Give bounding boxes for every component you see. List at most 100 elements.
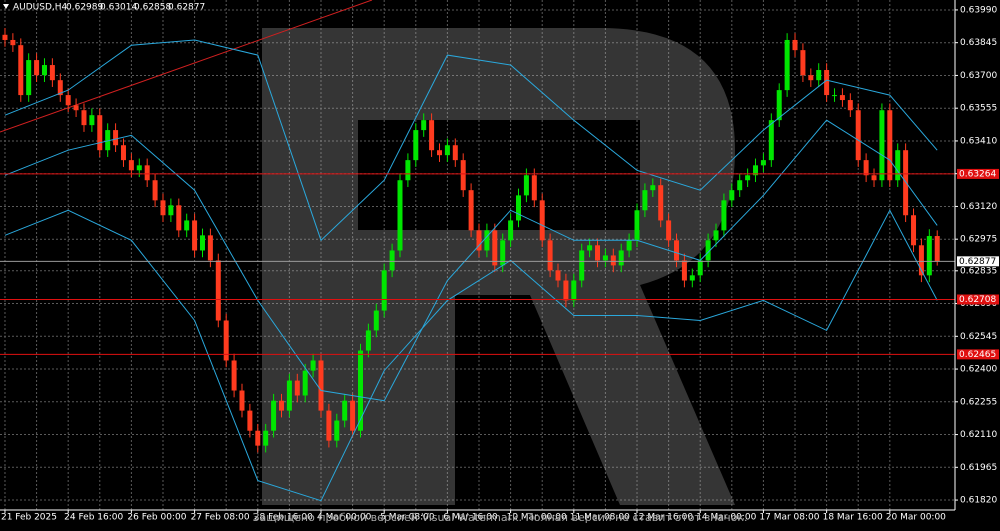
candle-body — [18, 45, 24, 96]
candle-body — [136, 165, 142, 171]
x-tick-label: 26 Feb 00:00 — [127, 513, 186, 523]
y-tick-label: 0.61820 — [960, 496, 997, 506]
x-tick-label: 11 Mar 08:00 — [570, 513, 630, 523]
y-tick-label: 0.62835 — [960, 266, 997, 276]
candle-body — [152, 180, 158, 201]
price-tag-label: 0.62708 — [959, 295, 996, 305]
candle-body — [666, 220, 672, 241]
price-tag — [957, 349, 999, 360]
candle-body — [389, 250, 395, 271]
candle-body — [271, 400, 277, 431]
candle-body — [602, 255, 608, 261]
candle-body — [357, 350, 363, 431]
x-tick-label: 6 Mar 16:00 — [443, 513, 498, 523]
candle-body — [97, 115, 103, 151]
candle-body — [460, 160, 466, 191]
x-tick-label: 12 Mar 16:00 — [633, 513, 693, 523]
candle-body — [768, 120, 774, 161]
candle-body — [484, 230, 490, 251]
menu-arrow[interactable] — [3, 4, 9, 9]
candle-body — [128, 160, 134, 171]
candle-body — [160, 200, 166, 216]
candle-body — [618, 250, 624, 266]
candle-body — [468, 190, 474, 231]
watermark-text: Защищено пробной версией Visual Watermar… — [253, 511, 748, 524]
header-close: 0.62877 — [168, 3, 205, 13]
candle-body — [571, 280, 577, 301]
header-open: 0.62989 — [66, 3, 103, 13]
candle-body — [81, 110, 87, 126]
candle-body — [192, 220, 198, 251]
bollinger-band — [4, 39, 938, 242]
candle-body — [334, 420, 340, 441]
candle-body — [65, 95, 71, 106]
candle-body — [247, 410, 253, 431]
x-tick-label: 14 Mar 00:00 — [696, 513, 756, 523]
candle-body — [626, 240, 632, 251]
candle-body — [373, 310, 379, 331]
y-tick-label: 0.62975 — [960, 235, 997, 245]
candle-body — [523, 175, 529, 196]
candle-body — [721, 200, 727, 231]
bollinger-band — [4, 119, 938, 402]
y-tick-label: 0.63990 — [960, 5, 997, 15]
candle-body — [49, 65, 55, 81]
candle-body — [855, 110, 861, 161]
x-tick-label: 4 Mar 00:00 — [317, 513, 372, 523]
candle-body — [816, 70, 822, 81]
price-tag-label: 0.62877 — [959, 257, 996, 267]
candle-body — [792, 39, 798, 51]
candle-body — [429, 120, 435, 151]
candle-body — [41, 65, 47, 76]
candle-body — [113, 130, 119, 146]
candle-body — [547, 240, 553, 271]
price-tag-label: 0.63264 — [959, 169, 996, 179]
candle-body — [895, 150, 901, 181]
candle-body — [729, 190, 735, 201]
candle-body — [452, 145, 458, 161]
candle-body — [286, 380, 292, 411]
candle-body — [421, 120, 427, 131]
candle-body — [713, 230, 719, 241]
candle-body — [302, 370, 308, 396]
candle-body — [26, 60, 32, 96]
candle-body — [563, 280, 569, 301]
price-tag — [957, 256, 999, 267]
x-tick-label: 5 Mar 08:00 — [380, 513, 435, 523]
candle-body — [863, 160, 869, 176]
candle-body — [105, 130, 111, 151]
candle-body — [610, 255, 616, 266]
x-tick-label: 20 Mar 00:00 — [886, 513, 946, 523]
symbol: AUDUSD,H4 — [13, 3, 68, 13]
candle-body — [176, 205, 182, 231]
trend-line — [0, 0, 373, 133]
candle-body — [555, 270, 561, 281]
header-high: 0.63014 — [100, 3, 137, 13]
candle-body — [444, 145, 450, 156]
candle-body — [73, 105, 79, 111]
y-tick-label: 0.62255 — [960, 397, 997, 407]
candle-body — [650, 185, 656, 191]
x-tick-label: 27 Feb 08:00 — [191, 513, 250, 523]
candle-body — [231, 360, 237, 391]
candle-body — [595, 245, 601, 261]
candle-body — [168, 205, 174, 216]
x-tick-label: 18 Mar 16:00 — [823, 513, 883, 523]
candle-body — [887, 110, 893, 181]
candle-body — [871, 175, 877, 181]
y-tick-label: 0.63120 — [960, 202, 997, 212]
candle-body — [776, 90, 782, 121]
candle-body — [278, 400, 284, 411]
candle-body — [642, 190, 648, 211]
y-tick-label: 0.62400 — [960, 365, 997, 375]
candle-body — [745, 175, 751, 181]
x-tick-label: 28 Feb 16:00 — [254, 513, 313, 523]
candle-body — [839, 95, 845, 101]
candle-body — [413, 130, 419, 161]
candle-body — [2, 34, 8, 40]
candle-body — [89, 115, 95, 126]
y-tick-label: 0.63700 — [960, 71, 997, 81]
candle-body — [120, 145, 126, 161]
candle-body — [926, 236, 932, 276]
candle-body — [144, 165, 150, 181]
